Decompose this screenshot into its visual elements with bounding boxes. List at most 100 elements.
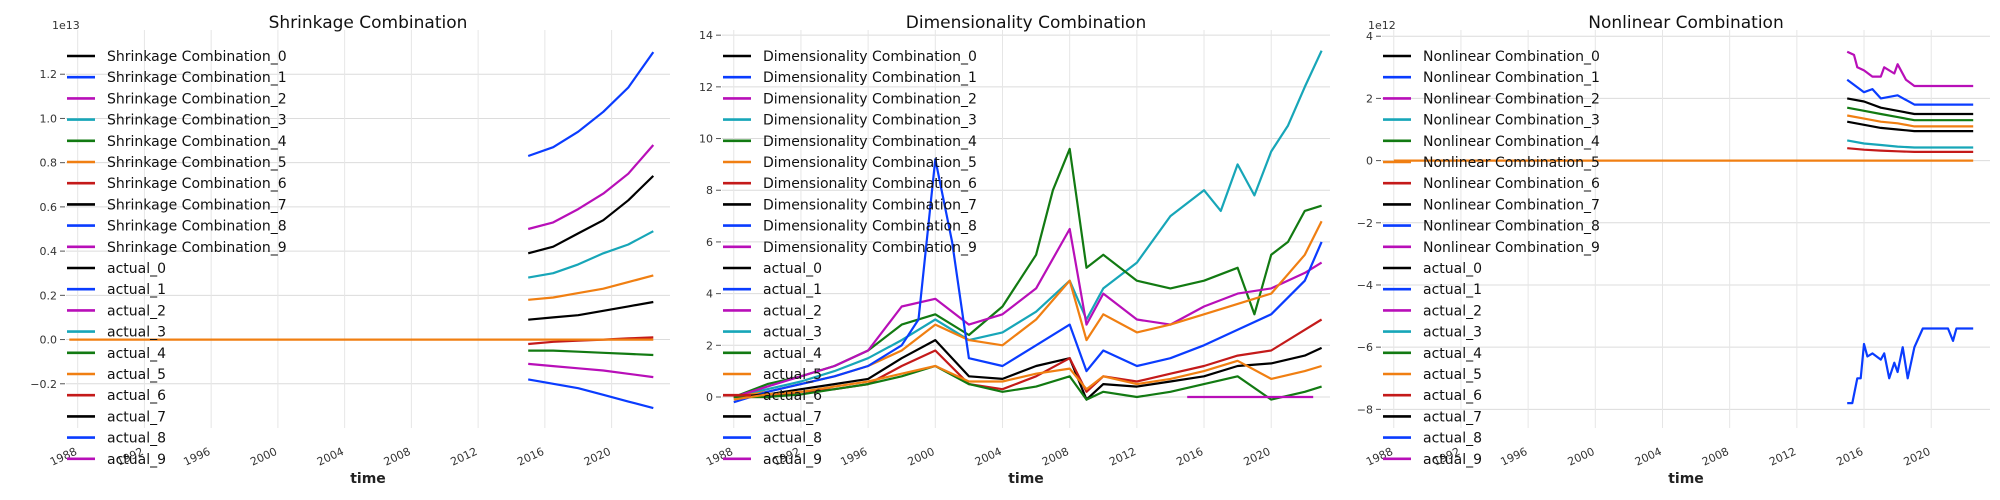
series-line-Nonlinear Combination_5 xyxy=(1847,114,1974,128)
x-tick-label: 1988 xyxy=(704,445,735,469)
y-tick-label: 2 xyxy=(1366,92,1373,105)
legend-entry: actual_1 xyxy=(107,282,166,298)
legend-entry: Nonlinear Combination_4 xyxy=(1423,134,1600,150)
series-line-Nonlinear Combination_1 xyxy=(1846,78,1974,106)
x-tick-label: 2000 xyxy=(1566,445,1597,469)
y-tick-label: −4 xyxy=(1357,279,1373,292)
legend-entry: Nonlinear Combination_9 xyxy=(1423,240,1600,256)
legend-entry: Nonlinear Combination_8 xyxy=(1423,219,1600,235)
legend-entry: actual_8 xyxy=(107,431,166,447)
x-tick-label: 2016 xyxy=(1174,445,1205,469)
legend-entry: actual_5 xyxy=(107,367,166,383)
legend-entry: Shrinkage Combination_4 xyxy=(107,134,287,150)
legend-entry: actual_6 xyxy=(1423,388,1482,404)
series-line-Nonlinear Combination_3 xyxy=(1847,139,1974,149)
series-line-Nonlinear Combination_4 xyxy=(1847,106,1974,122)
legend-entry: actual_5 xyxy=(763,367,822,383)
legend-entry: Dimensionality Combination_5 xyxy=(763,155,977,171)
legend-entry: Shrinkage Combination_0 xyxy=(107,49,287,65)
legend-entry: Dimensionality Combination_3 xyxy=(763,113,977,129)
y-tick-label: 4 xyxy=(706,288,713,301)
series-line-Shrinkage Combination_4 xyxy=(528,349,654,357)
legend-entry: Nonlinear Combination_6 xyxy=(1423,176,1600,192)
x-tick-label: 2016 xyxy=(1834,445,1865,469)
chart-panel-1: Dimensionality Combination 0 2 4 6 8 10 12 14 198… xyxy=(699,13,1330,487)
x-tick-label: 1988 xyxy=(48,445,79,469)
axis-offset-label: 1e13 xyxy=(52,19,80,32)
series-line-Nonlinear Combination_2 xyxy=(1846,50,1974,88)
legend-entry: actual_9 xyxy=(107,452,166,468)
legend-entry: actual_8 xyxy=(1423,431,1482,447)
x-tick-label: 1988 xyxy=(1364,445,1395,469)
legend-entry: actual_0 xyxy=(1423,261,1482,277)
y-tick-label: 0 xyxy=(1366,155,1373,168)
chart-title: Nonlinear Combination xyxy=(1588,13,1783,33)
chart-title: Shrinkage Combination xyxy=(269,13,468,33)
chart-title: Dimensionality Combination xyxy=(906,13,1146,33)
series-line-actual_7 xyxy=(733,364,1322,401)
x-axis-label: time xyxy=(1008,471,1044,487)
x-axis-label: time xyxy=(1668,471,1704,487)
chart-panel-0: Shrinkage Combination −0.2 0.0 0.2 0.4 0.6 0.8… xyxy=(30,13,670,487)
legend-entry: Shrinkage Combination_9 xyxy=(107,240,287,256)
legend-entry: actual_5 xyxy=(1423,367,1482,383)
legend-entry: Shrinkage Combination_2 xyxy=(107,91,287,107)
y-tick-label: 10 xyxy=(699,133,713,146)
legend-entry: Nonlinear Combination_5 xyxy=(1423,155,1600,171)
legend-entry: actual_3 xyxy=(1423,325,1482,341)
legend-entry: actual_0 xyxy=(763,261,822,277)
legend-entry: Dimensionality Combination_1 xyxy=(763,70,977,86)
legend-entry: actual_7 xyxy=(1423,409,1482,425)
y-tick-label: 2 xyxy=(706,339,713,352)
legend-entry: actual_7 xyxy=(763,409,822,425)
x-tick-label: 1996 xyxy=(1499,445,1530,469)
legend-entry: actual_2 xyxy=(107,303,166,319)
y-tick-label: 1.2 xyxy=(40,68,58,81)
legend-entry: actual_7 xyxy=(107,409,166,425)
x-tick-label: 2008 xyxy=(1040,445,1071,469)
legend-entry: Nonlinear Combination_1 xyxy=(1423,70,1600,86)
x-tick-label: 2012 xyxy=(1767,445,1798,469)
y-tick-label: 0.4 xyxy=(40,245,58,258)
legend-entry: Dimensionality Combination_9 xyxy=(763,240,977,256)
series-line-actual_4 xyxy=(733,158,1323,404)
x-tick-label: 2004 xyxy=(973,445,1004,469)
series-line-Shrinkage Combination_2 xyxy=(527,144,655,231)
y-tick-label: −0.2 xyxy=(30,378,57,391)
series-line-Shrinkage Combination_9 xyxy=(528,362,654,379)
x-tick-label: 2012 xyxy=(449,445,480,469)
y-tick-label: 14 xyxy=(699,29,713,42)
legend-entry: Dimensionality Combination_8 xyxy=(763,219,977,235)
y-tick-label: −2 xyxy=(1357,217,1373,230)
series-line-Nonlinear Combination_7 xyxy=(1847,120,1974,133)
y-tick-label: 0.0 xyxy=(40,334,58,347)
legend-entry: actual_6 xyxy=(107,388,166,404)
x-tick-label: 2000 xyxy=(906,445,937,469)
x-tick-label: 2008 xyxy=(1700,445,1731,469)
y-tick-label: 0.6 xyxy=(40,201,58,214)
legend-entry: Nonlinear Combination_7 xyxy=(1423,197,1600,213)
legend-entry: actual_1 xyxy=(763,282,822,298)
x-tick-label: 2008 xyxy=(382,445,413,469)
series-line-Shrinkage Combination_5 xyxy=(528,274,654,301)
y-tick-label: 0.8 xyxy=(40,157,58,170)
y-tick-label: 4 xyxy=(1366,30,1373,43)
y-tick-label: 12 xyxy=(699,81,713,94)
series-line-actual_5 xyxy=(733,339,1323,401)
x-tick-label: 2020 xyxy=(582,445,613,469)
series-line-Shrinkage Combination_8 xyxy=(528,378,654,410)
legend-entry: Dimensionality Combination_7 xyxy=(763,197,977,213)
x-tick-label: 2004 xyxy=(315,445,346,469)
axis-offset-label: 1e12 xyxy=(1368,19,1396,32)
legend-entry: Shrinkage Combination_6 xyxy=(107,176,287,192)
legend-entry: Dimensionality Combination_0 xyxy=(763,49,977,65)
y-tick-label: −6 xyxy=(1357,341,1373,354)
legend-entry: actual_1 xyxy=(1423,282,1482,298)
x-tick-label: 2004 xyxy=(1633,445,1664,469)
legend-entry: actual_0 xyxy=(107,261,166,277)
legend-entry: Shrinkage Combination_8 xyxy=(107,219,287,235)
legend-entry: Nonlinear Combination_3 xyxy=(1423,113,1600,129)
x-tick-label: 2020 xyxy=(1902,445,1933,469)
series-line-Shrinkage Combination_1 xyxy=(527,51,655,158)
